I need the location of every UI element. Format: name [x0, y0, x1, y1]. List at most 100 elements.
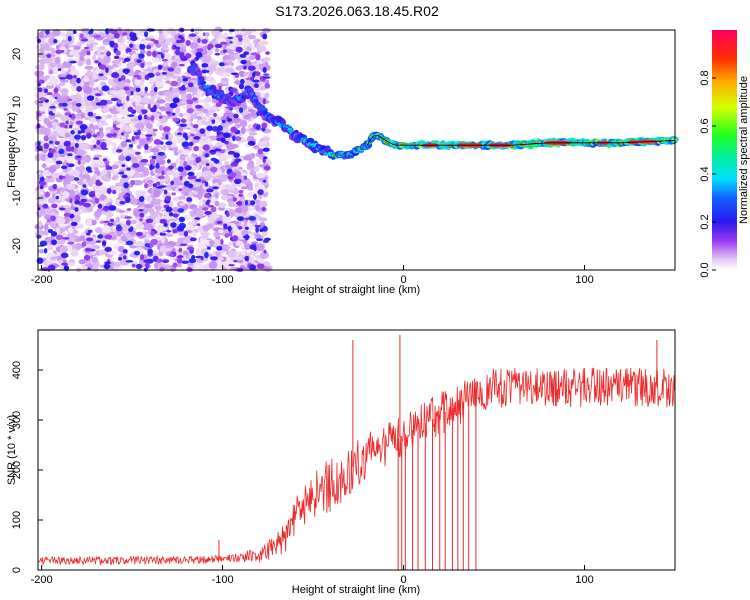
spectrogram-point — [65, 74, 73, 80]
spectrogram-point — [47, 229, 54, 234]
spectrogram-point — [257, 189, 264, 196]
spectrogram-point — [262, 230, 268, 237]
spectrogram-point — [145, 122, 153, 129]
spectrogram-point — [252, 72, 256, 78]
spectrogram-point — [233, 152, 240, 158]
spectrogram-point — [145, 218, 154, 224]
spectrogram-point — [248, 216, 257, 221]
spectrogram-point — [69, 69, 80, 77]
spectrogram-point — [164, 106, 174, 114]
y-tick-label: -20 — [11, 238, 23, 254]
spectrogram-point — [219, 149, 226, 154]
spectrogram-point — [211, 119, 216, 124]
spectrogram-point — [181, 75, 186, 79]
spectrogram-point — [93, 244, 101, 250]
spectrogram-point — [58, 148, 65, 155]
spectrogram-point — [97, 203, 103, 209]
spectrogram-point — [129, 69, 134, 73]
spectrogram-point — [119, 109, 130, 116]
spectrogram-point — [159, 124, 164, 131]
spectrogram-point — [186, 99, 194, 105]
spectrogram-point — [160, 236, 165, 245]
spectrogram-point — [83, 86, 93, 94]
spectrogram-point — [67, 104, 73, 109]
spectrogram-point — [226, 195, 233, 200]
colorbar-ticks: 0.0 0.2 0.4 0.6 0.8 — [699, 70, 716, 278]
spectrogram-point — [264, 92, 270, 99]
spectrogram-point — [86, 221, 92, 226]
spectrogram-point — [120, 140, 128, 148]
spectrogram-point — [149, 209, 155, 215]
spectrogram-point — [147, 72, 155, 78]
spectrogram-point — [125, 155, 132, 162]
spectrogram-point — [230, 72, 239, 76]
spectrogram-point — [221, 119, 226, 124]
spectrogram-point — [235, 40, 243, 46]
spectrogram-point — [55, 217, 66, 224]
spectrogram-point — [178, 61, 188, 65]
spectrogram-point — [166, 229, 172, 233]
spectrogram-point — [217, 229, 224, 234]
spectrogram-point — [48, 75, 57, 83]
spectrogram-point — [157, 175, 165, 180]
spectrogram-point — [126, 167, 131, 171]
colorbar-gradient — [712, 30, 737, 270]
spectrogram-point — [80, 134, 86, 141]
spectrogram-point — [180, 100, 188, 104]
spectrogram-point — [94, 197, 100, 204]
spectrogram-point — [216, 67, 225, 73]
spectrogram-point — [235, 46, 243, 53]
spectrogram-point — [192, 37, 198, 44]
spectrogram-point — [155, 81, 165, 88]
spectrogram-point — [202, 32, 206, 37]
spectrogram-point — [165, 134, 169, 140]
spectrogram-point — [137, 114, 143, 121]
spectrogram-point — [194, 56, 200, 61]
spectrogram-point — [146, 196, 153, 202]
spectrogram-point — [248, 185, 253, 192]
x-tick-label: -100 — [212, 574, 234, 586]
spectrogram-point — [93, 125, 100, 130]
spectrogram-point — [57, 68, 62, 72]
spectrogram-point — [228, 263, 235, 267]
spectrogram-point — [191, 184, 201, 188]
spectrogram-point — [116, 82, 125, 88]
spectrogram-point — [161, 76, 172, 80]
spectrogram-point — [98, 64, 107, 70]
spectrogram-point — [151, 228, 156, 232]
spectrogram-point — [100, 75, 108, 81]
spectrogram-point — [190, 126, 195, 134]
spectrogram-point — [58, 175, 63, 180]
spectrogram-point — [220, 189, 230, 196]
spectrogram-point — [89, 159, 99, 163]
spectrogram-point — [244, 217, 249, 221]
spectrogram-point — [113, 123, 117, 129]
spectrogram-point — [217, 125, 223, 132]
spectrogram-point — [60, 69, 67, 75]
spectrogram-point — [145, 117, 153, 120]
spectrogram-point — [81, 241, 87, 247]
spectrogram-point — [170, 222, 177, 228]
spectrogram-point — [39, 31, 44, 38]
spectrogram-point — [54, 163, 61, 169]
spectrogram-point — [124, 216, 133, 219]
spectrogram-point — [127, 114, 135, 117]
spectrogram-point — [39, 184, 44, 190]
spectrogram-point — [218, 62, 225, 67]
spectrogram-point — [149, 158, 156, 166]
spectrogram-point — [177, 166, 184, 173]
spectrogram-point — [255, 53, 261, 61]
spectrogram-point — [262, 33, 268, 40]
spectrogram-point — [86, 133, 92, 139]
spectrogram-point — [263, 57, 271, 62]
spectrogram-point — [130, 118, 139, 122]
spectrogram-point — [48, 69, 54, 75]
spectrogram-point — [180, 118, 187, 123]
spectrogram-point — [230, 126, 238, 133]
spectrogram-point — [93, 144, 97, 149]
spectrogram-point — [259, 92, 265, 99]
spectrogram-point — [172, 229, 177, 234]
x-tick-label: 100 — [575, 274, 593, 286]
spectrogram-point — [168, 212, 174, 217]
spectrogram-point — [235, 201, 242, 205]
